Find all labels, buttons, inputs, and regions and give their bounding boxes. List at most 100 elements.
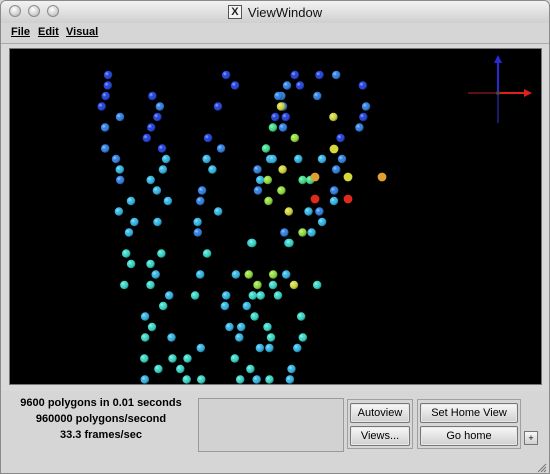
sphere-highlight <box>111 154 121 164</box>
sphere-highlight <box>271 112 280 122</box>
sphere-highlight <box>276 102 286 111</box>
message-area <box>198 398 344 452</box>
sphere-highlight <box>315 207 324 216</box>
sphere-hot <box>377 172 387 182</box>
autoview-button[interactable]: Autoview <box>350 403 410 423</box>
close-window-button[interactable] <box>9 5 21 17</box>
x11-icon: X <box>227 5 242 19</box>
menu-file[interactable]: File <box>11 26 30 38</box>
status-panel: 9600 polygons in 0.01 seconds 960000 pol… <box>1 391 549 473</box>
sphere-highlight <box>225 322 234 332</box>
sphere-highlight <box>304 207 313 216</box>
sphere-highlight <box>157 144 167 153</box>
sphere-highlight <box>298 333 307 342</box>
sphere-highlight <box>163 196 173 206</box>
sphere-highlight <box>265 375 274 384</box>
3d-viewport[interactable] <box>9 48 542 385</box>
title-wrap: X ViewWindow <box>1 1 549 23</box>
sphere-highlight <box>287 364 296 374</box>
sphere-highlight <box>154 364 163 374</box>
sphere-highlight <box>298 175 307 185</box>
home-button-group <box>417 399 521 449</box>
sphere-highlight <box>147 123 156 132</box>
sphere-highlight <box>253 280 262 290</box>
sphere-highlight <box>290 70 299 80</box>
view-button-group <box>347 399 413 449</box>
sphere-highlight <box>329 112 338 122</box>
sphere-highlight <box>285 238 294 248</box>
sphere-highlight <box>280 228 289 237</box>
title-bar[interactable]: X ViewWindow <box>1 1 549 24</box>
sphere-highlight <box>158 165 168 174</box>
sphere-highlight <box>307 228 316 237</box>
minimize-window-button[interactable] <box>28 5 40 17</box>
sphere-highlight <box>120 280 129 290</box>
sphere-highlight <box>236 375 245 384</box>
sphere-highlight <box>355 123 364 132</box>
sphere-highlight <box>313 280 322 290</box>
sphere-highlight <box>202 154 211 164</box>
sphere-highlight <box>115 112 125 122</box>
sphere-highlight <box>289 280 299 290</box>
expand-button[interactable]: + <box>524 431 538 445</box>
sphere-highlight <box>148 91 157 101</box>
polygon-rate-text: 960000 polygons/second <box>35 413 167 425</box>
sphere-highlight <box>202 249 212 258</box>
sphere-highlight <box>248 291 257 300</box>
sphere-highlight <box>167 333 176 342</box>
sphere-highlight <box>265 343 274 353</box>
sphere-highlight <box>268 154 277 164</box>
polygon-time-text: 9600 polygons in 0.01 seconds <box>20 397 182 409</box>
sphere-highlight <box>197 186 207 195</box>
sphere-highlight <box>230 354 239 363</box>
sphere-highlight <box>317 217 327 227</box>
sphere-highlight <box>255 343 265 353</box>
sphere-highlight <box>269 270 278 279</box>
sphere-highlight <box>293 343 302 353</box>
sphere-highlight <box>140 375 149 384</box>
sphere-highlight <box>244 270 253 279</box>
sphere-highlight <box>161 154 171 164</box>
sphere-highlight <box>282 270 291 279</box>
sphere-highlight <box>193 228 202 237</box>
sphere-highlight <box>274 91 283 101</box>
sphere-highlight <box>97 102 106 111</box>
set-home-view-button[interactable]: Set Home View <box>420 403 518 423</box>
resize-grip-icon[interactable] <box>535 461 547 473</box>
sphere-highlight <box>337 154 347 164</box>
window-title: ViewWindow <box>247 4 323 20</box>
sphere-highlight <box>196 343 205 353</box>
sphere-hot <box>329 144 339 154</box>
sphere-highlight <box>298 228 307 237</box>
sphere-highlight <box>295 81 305 90</box>
sphere-highlight <box>235 333 244 342</box>
sphere-highlight <box>266 333 276 342</box>
sphere-highlight <box>176 364 185 374</box>
sphere-highlight <box>221 70 231 80</box>
sphere-highlight <box>152 186 162 195</box>
sphere-highlight <box>101 144 110 153</box>
menu-bar: File Edit Visual <box>1 23 549 44</box>
views-button[interactable]: Views... <box>350 426 410 446</box>
sphere-highlight <box>282 81 292 90</box>
sphere-highlight <box>273 291 283 300</box>
sphere-highlight <box>263 322 272 332</box>
sphere-highlight <box>214 207 223 216</box>
zoom-window-button[interactable] <box>47 5 59 17</box>
sphere-highlight <box>153 112 162 122</box>
sphere-highlight <box>100 123 110 132</box>
sphere-highlight <box>256 175 265 185</box>
sphere-highlight <box>183 354 192 363</box>
orientation-axes-icon <box>468 55 532 123</box>
scene-canvas[interactable] <box>10 49 541 384</box>
menu-edit[interactable]: Edit <box>38 26 59 38</box>
sphere-highlight <box>159 301 168 311</box>
sphere-highlight <box>250 312 259 321</box>
sphere-highlight <box>197 375 206 384</box>
sphere-hot <box>310 172 320 182</box>
sphere-cloud <box>97 70 387 384</box>
menu-visual[interactable]: Visual <box>66 26 99 38</box>
go-home-button[interactable]: Go home <box>420 426 518 446</box>
sphere-highlight <box>153 217 162 227</box>
